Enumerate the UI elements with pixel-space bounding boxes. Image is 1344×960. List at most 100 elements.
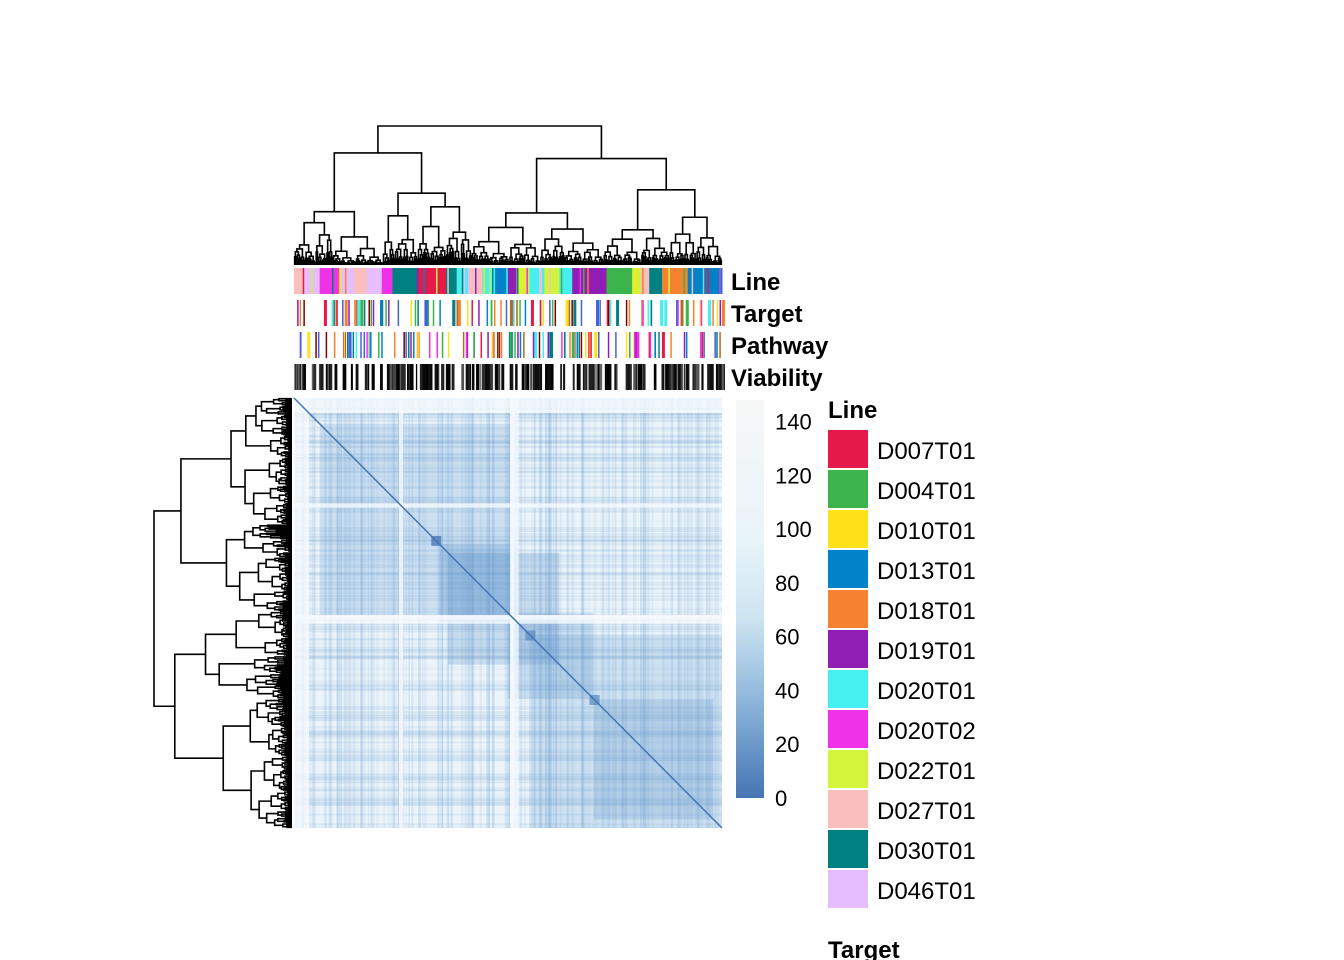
line-track-block — [338, 268, 342, 294]
heatmap-row-stripe — [294, 428, 722, 432]
pathway-track-stripe — [473, 332, 475, 358]
line-track-block — [649, 268, 663, 294]
pathway-track-stripe — [549, 332, 551, 358]
line-track-block — [508, 268, 518, 294]
heatmap-column-stripe — [371, 398, 374, 828]
heatmap-row-stripe — [294, 756, 722, 760]
viability-track-stripe — [399, 364, 403, 390]
heatmap-column-stripe — [328, 398, 331, 828]
viability-track-stripe — [350, 364, 353, 390]
heatmap-column-stripe — [544, 398, 548, 828]
line-track-stripe — [593, 268, 595, 294]
viability-track-stripe — [452, 364, 455, 390]
viability-track-stripe — [388, 364, 391, 390]
heatmap-column-stripe — [487, 398, 491, 828]
line-track-stripe — [668, 268, 670, 294]
viability-track-stripe — [415, 364, 418, 390]
target-track-stripe — [664, 300, 668, 326]
heatmap-column-stripe — [717, 398, 719, 828]
heatmap-column-stripe — [360, 398, 363, 828]
heatmap-row-stripe — [294, 708, 722, 710]
pathway-track-stripe — [428, 332, 431, 358]
heatmap-column-stripe — [695, 398, 698, 828]
line-track-block — [544, 268, 560, 294]
heatmap-column-stripe — [492, 398, 495, 828]
heatmap-light-column — [510, 398, 515, 828]
heatmap-column-stripe — [397, 398, 400, 828]
heatmap-column-stripe — [624, 398, 628, 828]
target-track-stripe — [370, 300, 373, 326]
heatmap-column-stripe — [352, 398, 356, 828]
line-track-stripe — [539, 268, 541, 294]
target-track-stripe — [486, 300, 489, 326]
viability-track-stripe — [521, 364, 525, 390]
heatmap-column-stripe — [349, 398, 353, 828]
line-track-stripe — [331, 268, 334, 294]
target-track-stripe — [333, 300, 335, 326]
viability-track-stripe — [718, 364, 720, 390]
legend-label: D013T01 — [877, 558, 976, 585]
heatmap-column-stripe — [547, 398, 551, 828]
legend-swatch — [828, 470, 868, 508]
legend-label: D030T01 — [877, 838, 976, 865]
heatmap-column-stripe — [548, 398, 551, 828]
pathway-track-stripe — [714, 332, 716, 358]
pathway-track-stripe — [615, 332, 617, 358]
pathway-annotation-track — [299, 332, 721, 358]
viability-track-stripe — [709, 364, 713, 390]
line-track-stripe — [344, 268, 347, 294]
pathway-track-stripe — [510, 332, 512, 358]
heatmap-row-stripe — [294, 626, 722, 628]
pathway-track-stripe — [534, 332, 538, 358]
heatmap-column-stripe — [471, 398, 474, 828]
target-track-stripe — [554, 300, 557, 326]
heatmap-row-stripe — [294, 623, 722, 626]
pathway-track-stripe — [633, 332, 636, 358]
target-track-stripe — [372, 300, 375, 326]
pathway-track-stripe — [701, 332, 704, 358]
viability-track-stripe — [325, 364, 328, 390]
heatmap-column-stripe — [329, 398, 332, 828]
viability-track-stripe — [680, 364, 682, 390]
line-track-block — [366, 268, 383, 294]
heatmap-row-stripe — [294, 758, 722, 760]
pathway-track-stripe — [405, 332, 407, 358]
heatmap-row-stripe — [294, 530, 722, 532]
legend-label: D020T01 — [877, 678, 976, 705]
target-track-stripe — [616, 300, 620, 326]
viability-track-stripe — [446, 364, 449, 390]
legend-label: D046T01 — [877, 878, 976, 905]
heatmap-column-stripe — [418, 398, 421, 828]
heatmap-column-stripe — [621, 398, 624, 828]
colorbar-tick-label: 40 — [775, 678, 799, 703]
heatmap-row-stripe — [294, 775, 722, 779]
heatmap-column-stripe — [643, 398, 646, 828]
viability-track-stripe — [389, 364, 392, 390]
heatmap-column-stripe — [523, 398, 526, 828]
heatmap-row-stripe — [294, 535, 722, 539]
viability-track-stripe — [683, 364, 686, 390]
viability-track-stripe — [395, 364, 400, 390]
pathway-track-stripe — [500, 332, 503, 358]
pathway-track-stripe — [333, 332, 336, 358]
heatmap-row-stripe — [294, 475, 722, 478]
heatmap-column-stripe — [540, 398, 543, 828]
heatmap-row-stripe — [294, 706, 722, 709]
heatmap-row-stripe — [294, 500, 722, 504]
heatmap-row-stripe — [294, 555, 722, 558]
heatmap-column-stripe — [507, 398, 511, 828]
legend-swatch — [828, 750, 868, 788]
line-track-stripe — [463, 268, 466, 294]
pathway-track-stripe — [378, 332, 380, 358]
heatmap-row-stripe — [294, 608, 722, 611]
viability-track-stripe — [476, 364, 479, 390]
line-track-block — [589, 268, 607, 294]
heatmap-row-stripe — [294, 647, 722, 650]
legend-label: D004T01 — [877, 478, 976, 505]
target-track-stripe — [466, 300, 469, 326]
pathway-track-stripe — [547, 332, 550, 358]
viability-track-stripe — [371, 364, 375, 390]
heatmap-row-stripe — [294, 486, 722, 489]
heatmap-column-stripe — [625, 398, 628, 828]
